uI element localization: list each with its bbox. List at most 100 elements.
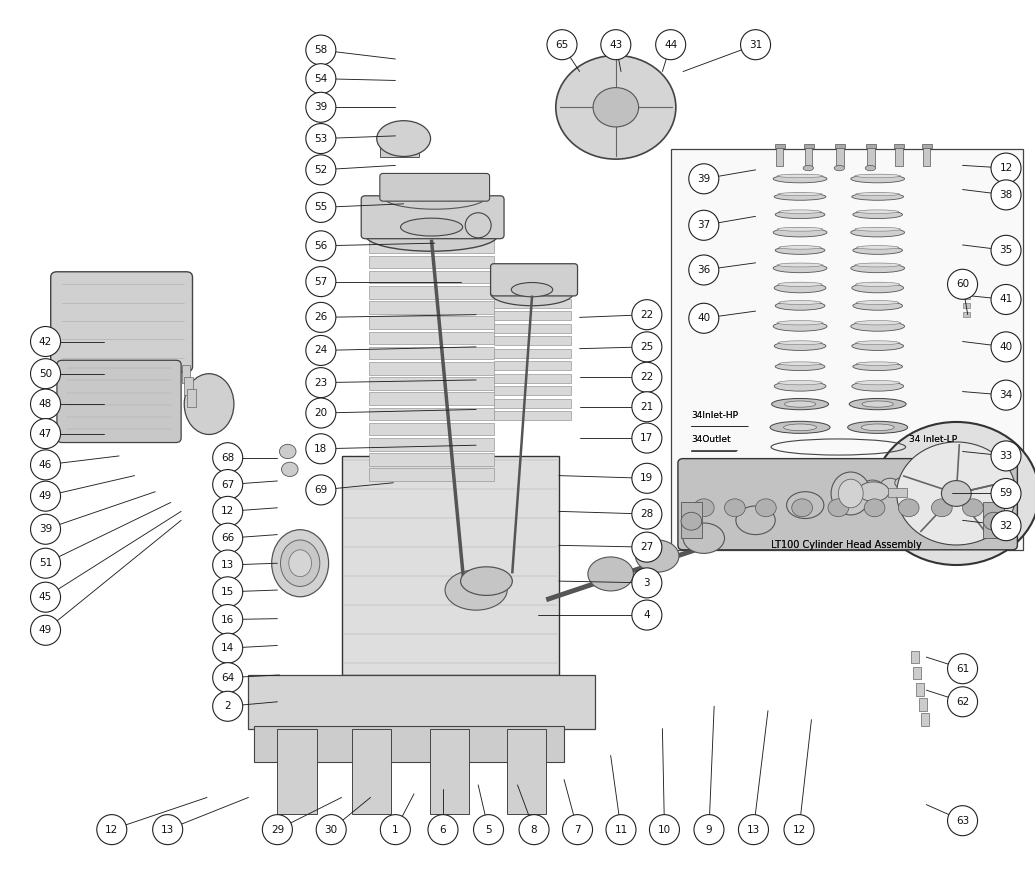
Ellipse shape: [855, 227, 900, 232]
Text: 21: 21: [641, 401, 653, 412]
Ellipse shape: [779, 300, 821, 305]
Text: 49: 49: [39, 625, 52, 636]
Bar: [369, 316, 494, 329]
Ellipse shape: [401, 218, 463, 236]
Circle shape: [828, 499, 849, 517]
Ellipse shape: [774, 283, 826, 293]
Ellipse shape: [383, 184, 486, 209]
Bar: [963, 285, 970, 291]
Bar: [888, 488, 907, 497]
Ellipse shape: [631, 568, 662, 598]
Text: 63: 63: [956, 815, 969, 826]
Ellipse shape: [213, 550, 242, 580]
Ellipse shape: [856, 283, 899, 286]
Ellipse shape: [306, 92, 335, 122]
Bar: [804, 144, 814, 148]
Ellipse shape: [213, 662, 242, 693]
Text: 17: 17: [641, 433, 653, 443]
Ellipse shape: [773, 321, 827, 331]
Ellipse shape: [855, 321, 900, 325]
Circle shape: [282, 462, 298, 477]
Bar: [911, 651, 919, 663]
Text: 47: 47: [39, 428, 52, 439]
Text: 42: 42: [39, 336, 52, 347]
Text: 61: 61: [956, 663, 969, 674]
Ellipse shape: [778, 283, 822, 286]
Ellipse shape: [853, 363, 903, 371]
Ellipse shape: [777, 321, 823, 325]
Circle shape: [942, 481, 971, 506]
Text: 53: 53: [315, 133, 327, 144]
Text: 2: 2: [225, 701, 231, 712]
Bar: [369, 256, 494, 268]
Bar: [369, 286, 494, 299]
Ellipse shape: [693, 814, 724, 845]
Text: 62: 62: [956, 696, 969, 707]
Ellipse shape: [689, 164, 719, 194]
Text: 13: 13: [161, 824, 174, 835]
Ellipse shape: [31, 358, 60, 389]
Circle shape: [556, 55, 676, 159]
Text: 57: 57: [315, 276, 327, 287]
Ellipse shape: [631, 392, 662, 422]
Ellipse shape: [650, 814, 680, 845]
Ellipse shape: [271, 529, 328, 597]
Ellipse shape: [851, 264, 905, 273]
FancyBboxPatch shape: [361, 196, 504, 239]
Ellipse shape: [689, 255, 719, 285]
Text: 29: 29: [271, 824, 284, 835]
Text: 19: 19: [641, 473, 653, 484]
Text: 34Outlet: 34Outlet: [691, 435, 731, 444]
Ellipse shape: [775, 210, 825, 218]
Ellipse shape: [777, 174, 823, 178]
Ellipse shape: [948, 269, 978, 299]
Text: 12: 12: [106, 824, 118, 835]
Bar: [805, 147, 812, 166]
Bar: [775, 144, 785, 148]
Text: 12: 12: [793, 824, 805, 835]
Bar: [369, 377, 494, 390]
Bar: [494, 374, 571, 383]
Ellipse shape: [775, 363, 825, 371]
Bar: [923, 147, 930, 166]
Ellipse shape: [778, 192, 822, 196]
Text: 40: 40: [698, 313, 710, 324]
FancyBboxPatch shape: [51, 272, 193, 372]
Ellipse shape: [280, 540, 320, 586]
Bar: [776, 147, 783, 166]
Ellipse shape: [777, 227, 823, 232]
Ellipse shape: [774, 382, 826, 392]
Ellipse shape: [491, 281, 573, 306]
Bar: [681, 502, 702, 538]
Ellipse shape: [377, 121, 431, 156]
Bar: [916, 683, 924, 696]
FancyBboxPatch shape: [57, 360, 181, 443]
Ellipse shape: [778, 341, 822, 345]
Ellipse shape: [990, 380, 1021, 410]
Ellipse shape: [306, 266, 335, 297]
Ellipse shape: [213, 443, 242, 473]
Bar: [921, 713, 929, 726]
Text: 59: 59: [1000, 488, 1012, 499]
Text: 20: 20: [315, 408, 327, 418]
Bar: [866, 144, 876, 148]
Text: 54: 54: [315, 73, 327, 84]
Ellipse shape: [656, 30, 686, 60]
Circle shape: [932, 499, 952, 517]
Text: 24: 24: [315, 345, 327, 356]
Text: 44: 44: [664, 39, 677, 50]
Circle shape: [724, 499, 745, 517]
Bar: [894, 144, 904, 148]
FancyBboxPatch shape: [491, 264, 578, 296]
Ellipse shape: [306, 434, 335, 464]
Text: LT100 Cylinder Head Assembly: LT100 Cylinder Head Assembly: [771, 540, 922, 551]
Ellipse shape: [213, 633, 242, 663]
Text: 13: 13: [747, 824, 760, 835]
Ellipse shape: [31, 450, 60, 480]
Ellipse shape: [948, 687, 978, 717]
Ellipse shape: [775, 247, 825, 255]
Ellipse shape: [97, 814, 126, 845]
Text: 12: 12: [221, 506, 234, 517]
Text: 23: 23: [315, 377, 327, 388]
Ellipse shape: [600, 30, 630, 60]
